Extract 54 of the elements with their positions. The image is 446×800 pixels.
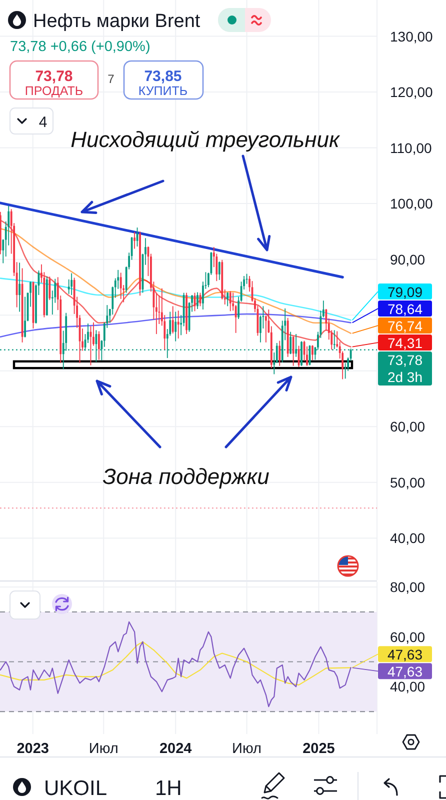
candlestick [218,261,220,280]
text: 1H [155,777,182,800]
y-tick-label: 80,00 [390,578,426,595]
text: 73,78 +0,66 (+0,90%) [10,39,150,55]
y-tick-label: 40,00 [390,530,426,546]
data-label: 79,09 [387,284,423,300]
ref-line-label: 73,78 [387,352,423,368]
candlestick [177,310,180,339]
data-label: 47,63 [387,646,423,663]
x-tick-label: 2024 [159,741,192,757]
annotation: 73,85 [144,68,182,85]
candlestick [48,276,51,300]
data-label: 74,31 [387,335,423,352]
y-tick-label: 130,00 [390,28,434,44]
annotation: 73,78 [35,68,73,85]
candlestick [292,336,294,366]
x-tick-label: 2025 [302,741,335,757]
band-label: Зона поддержки [102,464,270,489]
data-label: 76,74 [387,318,423,334]
candlestick [134,232,136,250]
text: 2d 3h [387,369,423,386]
y-tick-label: 60,00 [390,418,426,435]
y-tick-label: 120,00 [390,84,434,100]
candlestick [18,262,21,312]
y-tick-label: 110,00 [390,140,432,156]
data-label: 47,63 [387,664,423,680]
annotation: 7 [108,72,115,86]
candlestick [70,272,73,296]
text: UKOIL [44,777,108,800]
text: Нефть марки Brent [33,11,201,32]
candlestick [120,272,122,300]
candlestick [229,290,232,312]
candlestick [278,340,281,366]
y-tick-label: 100,00 [390,196,434,212]
data-label: 78,64 [387,301,423,318]
annotation: ПРОДАТЬ [24,84,84,98]
y-tick-label: 50,00 [390,474,426,490]
annotation: Нисходящий треугольник [70,127,341,152]
candlestick [24,296,26,338]
candlestick [196,292,198,310]
annotation: КУПИТЬ [138,84,188,98]
candlestick [312,344,314,361]
candlestick [174,311,177,342]
candlestick [333,330,336,350]
x-tick-label: Июл [232,741,262,757]
candlestick [172,306,174,334]
x-tick-label: 2023 [16,741,49,757]
x-tick-label: Июл [88,741,118,757]
y-tick-label: 60,00 [390,628,426,645]
candlestick [226,292,229,307]
y-tick-label: 40,00 [390,678,426,695]
annotation: 4 [38,114,48,131]
candlestick [98,330,100,360]
y-tick-label: 90,00 [390,251,426,268]
